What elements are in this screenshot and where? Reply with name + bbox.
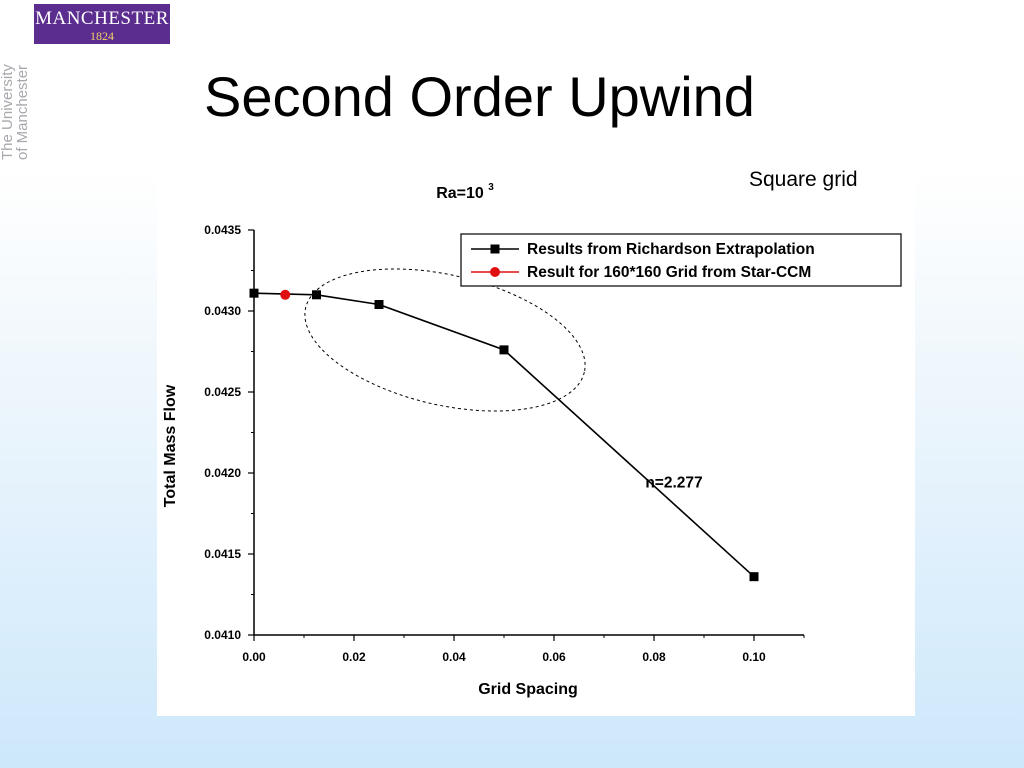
data-point-square <box>312 290 321 300</box>
annotation-layer: n=2.277 <box>645 475 702 492</box>
x-tick-label: 0.08 <box>642 650 666 664</box>
x-axis-ticks: 0.00 0.02 0.04 0.06 0.08 0.10 <box>242 635 805 664</box>
chart-title-exponent: 3 <box>488 182 494 193</box>
logo-wordmark: MANCHESTER <box>35 8 169 29</box>
university-side-text: The University of Manchester <box>0 0 34 160</box>
legend-box <box>460 233 902 287</box>
y-tick-label: 0.0425 <box>204 385 241 399</box>
y-tick-label: 0.0430 <box>204 304 241 318</box>
chart-legend: Results from Richardson Extrapolation Res… <box>460 233 902 287</box>
university-side-text-line1: The University <box>0 64 16 160</box>
legend-label: Result for 160*160 Grid from Star-CCM <box>527 264 811 281</box>
x-tick-label: 0.04 <box>442 650 466 664</box>
y-tick-label: 0.0420 <box>204 466 241 480</box>
legend-marker-square <box>490 244 500 254</box>
y-axis-title: Total Mass Flow <box>162 384 179 507</box>
x-axis-title: Grid Spacing <box>478 681 578 698</box>
x-tick-label: 0.06 <box>542 650 566 664</box>
y-tick-label: 0.0415 <box>204 547 241 561</box>
slide-title: Second Order Upwind <box>204 65 755 128</box>
series-layer <box>249 288 759 582</box>
series-line <box>253 292 755 578</box>
data-point-square <box>249 288 259 298</box>
x-tick-label: 0.02 <box>342 650 366 664</box>
data-point-square <box>749 572 759 582</box>
y-tick-label: 0.0410 <box>204 628 241 642</box>
chart-axes <box>253 230 804 636</box>
chart-title-base: Ra=10 <box>436 185 484 202</box>
highlight-ellipse <box>304 268 586 412</box>
university-side-text-line2: of Manchester <box>14 64 31 160</box>
data-point-square <box>499 345 509 355</box>
data-point-square <box>374 300 384 310</box>
x-tick-label: 0.10 <box>742 650 766 664</box>
chart-title: Ra=10 3 <box>436 182 494 202</box>
y-tick-label: 0.0435 <box>204 223 241 237</box>
university-logo: MANCHESTER 1824 <box>34 4 170 44</box>
mass-flow-chart: Ra=10 3 0.00 0.02 0.04 0.06 0.08 0.10 0.04100… <box>162 182 902 698</box>
legend-label: Results from Richardson Extrapolation <box>527 241 815 258</box>
slope-annotation: n=2.277 <box>645 475 702 492</box>
x-tick-label: 0.00 <box>242 650 266 664</box>
grid-type-note: Square grid <box>740 162 890 198</box>
data-point-circle <box>280 289 291 300</box>
legend-marker-circle <box>490 267 500 277</box>
logo-year: 1824 <box>90 29 114 43</box>
chart-panel: Ra=10 3 0.00 0.02 0.04 0.06 0.08 0.10 0.0410 0… <box>157 168 915 716</box>
y-axis-ticks: 0.0410 0.0415 0.0420 0.0425 0.0430 0.0435 <box>204 223 254 642</box>
